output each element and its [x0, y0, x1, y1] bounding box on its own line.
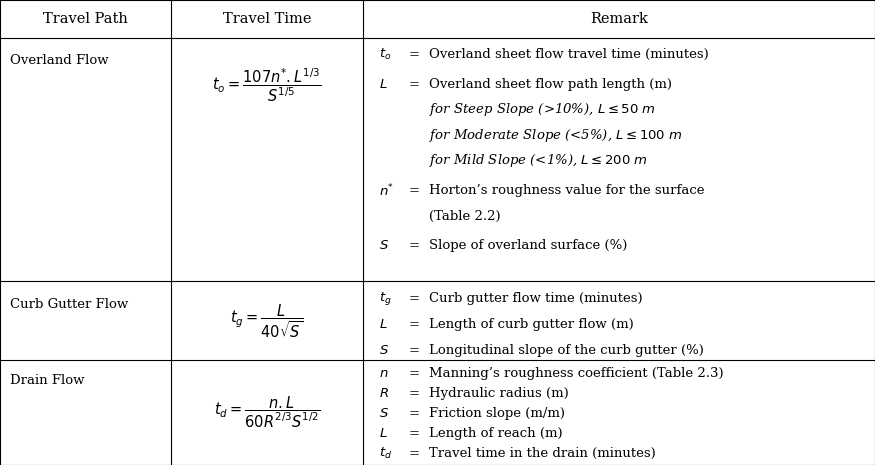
- Text: =: =: [409, 387, 420, 400]
- Text: $t_g = \dfrac{L}{40\sqrt{S}}$: $t_g = \dfrac{L}{40\sqrt{S}}$: [230, 302, 304, 339]
- Text: Curb Gutter Flow: Curb Gutter Flow: [10, 298, 129, 311]
- Text: Overland sheet flow travel time (minutes): Overland sheet flow travel time (minutes…: [429, 48, 709, 61]
- Text: $S$: $S$: [379, 344, 388, 357]
- Text: Manning’s roughness coefficient (Table 2.3): Manning’s roughness coefficient (Table 2…: [429, 367, 724, 380]
- Text: $L$: $L$: [379, 78, 388, 91]
- Text: =: =: [409, 48, 420, 61]
- Text: $n$: $n$: [379, 367, 388, 380]
- Text: Length of curb gutter flow (m): Length of curb gutter flow (m): [429, 318, 634, 331]
- Text: =: =: [409, 367, 420, 380]
- Text: for Moderate Slope (<5%), $L \leq 100\ m$: for Moderate Slope (<5%), $L \leq 100\ m…: [429, 127, 682, 144]
- Text: =: =: [409, 447, 420, 460]
- Text: Longitudinal slope of the curb gutter (%): Longitudinal slope of the curb gutter (%…: [429, 344, 704, 357]
- Text: =: =: [409, 292, 420, 306]
- Text: $S$: $S$: [379, 239, 388, 252]
- Text: $t_o$: $t_o$: [379, 47, 391, 62]
- Text: Drain Flow: Drain Flow: [10, 374, 85, 387]
- Text: $L$: $L$: [379, 427, 388, 440]
- Text: Overland sheet flow path length (m): Overland sheet flow path length (m): [429, 78, 672, 91]
- Text: =: =: [409, 344, 420, 357]
- Text: $R$: $R$: [379, 387, 388, 400]
- Text: =: =: [409, 427, 420, 440]
- Text: =: =: [409, 78, 420, 91]
- Text: for Steep Slope (>10%), $L \leq 50\ m$: for Steep Slope (>10%), $L \leq 50\ m$: [429, 101, 655, 118]
- Text: $L$: $L$: [379, 318, 388, 331]
- Text: Curb gutter flow time (minutes): Curb gutter flow time (minutes): [429, 292, 642, 306]
- Text: Overland Flow: Overland Flow: [10, 54, 109, 67]
- Text: Remark: Remark: [590, 12, 648, 26]
- Text: $t_d = \dfrac{n.L}{60R^{2/3}S^{1/2}}$: $t_d = \dfrac{n.L}{60R^{2/3}S^{1/2}}$: [214, 395, 320, 430]
- Text: $t_o = \dfrac{107n^{*}.L^{1/3}}{S^{1/5}}$: $t_o = \dfrac{107n^{*}.L^{1/3}}{S^{1/5}}…: [212, 66, 322, 104]
- Text: $n^{*}$: $n^{*}$: [379, 182, 394, 199]
- Text: Hydraulic radius (m): Hydraulic radius (m): [429, 387, 569, 400]
- Text: =: =: [409, 184, 420, 197]
- Text: Length of reach (m): Length of reach (m): [429, 427, 563, 440]
- Text: Travel Path: Travel Path: [43, 12, 128, 26]
- Text: Travel Time: Travel Time: [222, 12, 312, 26]
- Text: (Table 2.2): (Table 2.2): [429, 210, 500, 223]
- Text: =: =: [409, 239, 420, 252]
- Text: =: =: [409, 407, 420, 420]
- Text: Travel time in the drain (minutes): Travel time in the drain (minutes): [429, 447, 655, 460]
- Text: $t_d$: $t_d$: [379, 446, 392, 461]
- Text: Friction slope (m/m): Friction slope (m/m): [429, 407, 564, 420]
- Text: =: =: [409, 318, 420, 331]
- Text: $S$: $S$: [379, 407, 388, 420]
- Text: Horton’s roughness value for the surface: Horton’s roughness value for the surface: [429, 184, 704, 197]
- Text: for Mild Slope (<1%), $L \leq 200\ m$: for Mild Slope (<1%), $L \leq 200\ m$: [429, 153, 648, 169]
- Text: Slope of overland surface (%): Slope of overland surface (%): [429, 239, 627, 252]
- Text: $t_g$: $t_g$: [379, 291, 392, 307]
